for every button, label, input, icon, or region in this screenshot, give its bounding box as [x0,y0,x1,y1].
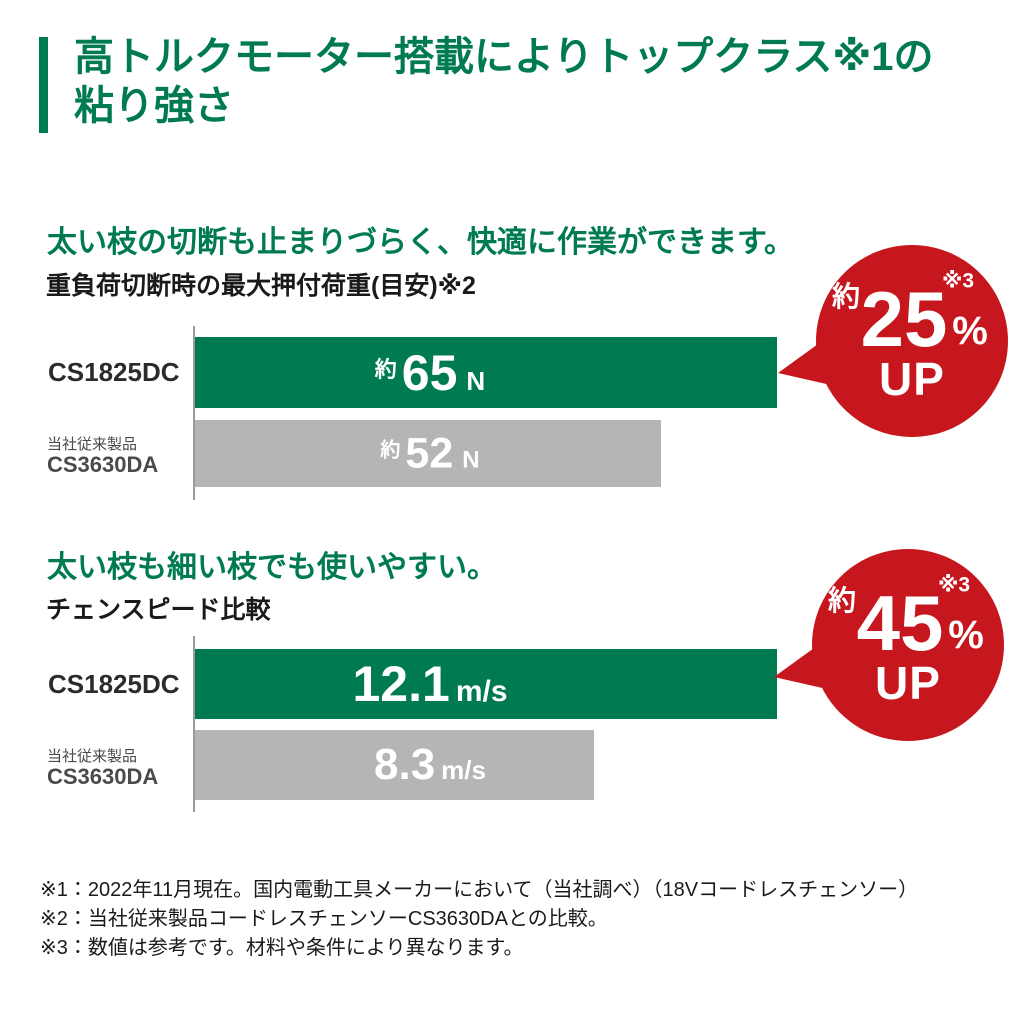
unit-label: m/s [455,675,508,708]
footnote-line-2: ※2：当社従来製品コードレスチェンソーCS3630DAとの比較。 [40,908,608,930]
percent-up-badge-25: 約 25 ※3 % UP [770,245,1020,441]
approx-label: 約 [380,439,401,461]
badge-circle: 約 45 ※3 % UP [812,549,1004,741]
badge-percent-sign: % [952,309,988,353]
value-label: 65 [401,344,458,401]
unit-label: N [466,365,486,396]
load-comparison-chart: 約 65 N 約 52 N [0,326,1024,500]
bar-value-group: 約 52 N [380,432,479,475]
percent-up-badge-45: 約 45 ※3 % UP [766,549,1016,745]
axis-line [193,326,195,500]
value-label: 52 [405,429,454,477]
section1-headline: 太い枝の切断も止まりづらく、快適に作業ができます。 [47,226,794,259]
footnote-line-1: ※1：2022年11月現在。国内電動工具メーカーにおいて（当社調べ）（18Vコー… [40,879,919,901]
section1-chart-title: 重負荷切断時の最大押付荷重(目安)※2 [46,272,476,300]
badge-value: 25 [860,275,948,363]
row-sublabel-previous-product: 当社従来製品 [47,436,138,453]
badge-approx-label: 約 [827,585,857,616]
row-label-cs1825dc: CS1825DC [48,357,180,387]
bar-cs3630da-load: 約 52 N [195,420,661,487]
badge-percent-sign: % [948,613,984,657]
unit-label: m/s [441,755,486,785]
axis-line [193,636,195,812]
bar-cs3630da-speed: 8.3 m/s [195,730,594,800]
footnotes: ※1：2022年11月現在。国内電動工具メーカーにおいて（当社調べ）（18Vコー… [40,876,918,963]
badge-circle: 約 25 ※3 % UP [816,245,1008,437]
badge-note-ref: ※3 [937,573,971,597]
row-label-cs3630da: CS3630DA [47,764,159,789]
approx-label: 約 [374,356,397,382]
page-title: 高トルクモーター搭載によりトップクラス※1の 粘り強さ [74,35,934,128]
value-label: 8.3 [374,740,436,789]
badge-approx-label: 約 [831,281,861,312]
value-label: 12.1 [352,656,450,712]
bar-value-group: 12.1 m/s [352,659,507,709]
bar-cs1825dc-speed: 12.1 m/s [195,649,777,719]
bar-value-group: 約 65 N [375,348,485,398]
row-sublabel-previous-product: 当社従来製品 [47,748,138,765]
bar-value-group: 8.3 m/s [374,743,486,787]
chain-speed-chart: 12.1 m/s 8.3 m/s [0,636,1024,812]
row-label-cs3630da: CS3630DA [47,452,159,477]
unit-label: N [462,446,480,473]
bar-cs1825dc-load: 約 65 N [195,337,777,408]
title-accent-bar [39,37,48,133]
badge-up-label: UP [875,657,941,709]
section2-headline: 太い枝も細い枝でも使いやすい。 [47,551,497,584]
badge-value: 45 [856,579,944,667]
footnote-line-3: ※3：数値は参考です。材料や条件により異なります。 [40,937,524,959]
badge-up-label: UP [879,353,945,405]
section2-chart-title: チェンスピード比較 [46,596,271,624]
badge-note-ref: ※3 [941,269,975,293]
row-label-cs1825dc: CS1825DC [48,669,180,699]
